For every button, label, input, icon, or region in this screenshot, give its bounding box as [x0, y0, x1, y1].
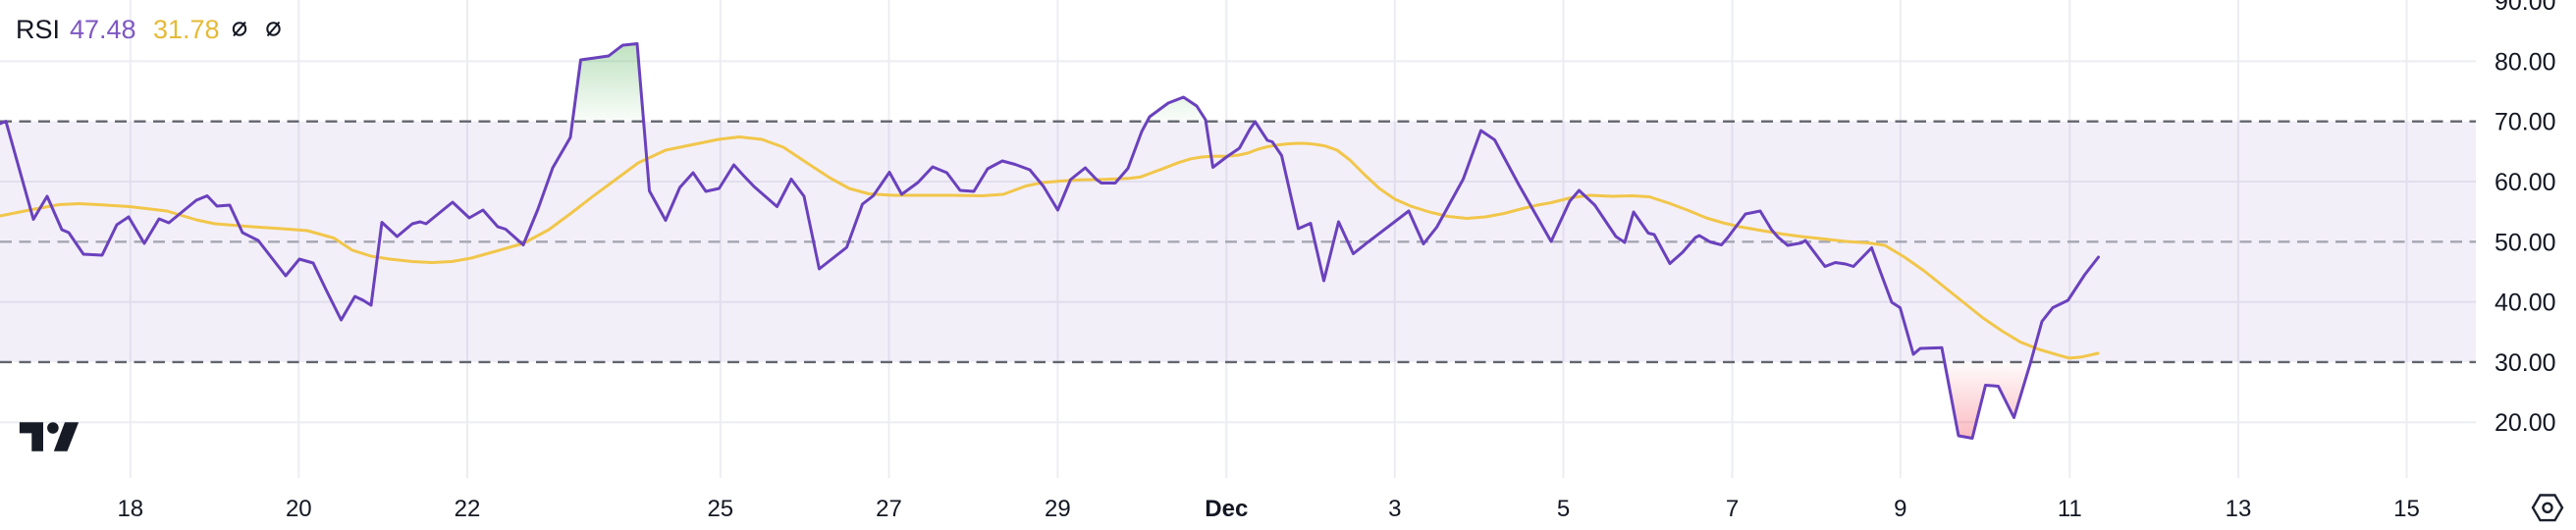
svg-text:11: 11: [2058, 496, 2082, 522]
svg-text:5: 5: [1557, 496, 1570, 522]
svg-text:20.00: 20.00: [2495, 409, 2556, 437]
svg-text:13: 13: [2226, 496, 2252, 522]
svg-text:3: 3: [1388, 496, 1401, 522]
svg-text:60.00: 60.00: [2495, 169, 2556, 196]
svg-text:15: 15: [2393, 496, 2420, 522]
svg-text:20: 20: [286, 496, 312, 522]
svg-text:27: 27: [876, 496, 902, 522]
svg-text:40.00: 40.00: [2495, 290, 2556, 317]
svg-text:Dec: Dec: [1205, 496, 1248, 522]
svg-text:50.00: 50.00: [2495, 229, 2556, 256]
svg-text:80.00: 80.00: [2495, 48, 2556, 76]
svg-text:9: 9: [1894, 496, 1906, 522]
svg-text:22: 22: [455, 496, 481, 522]
svg-text:7: 7: [1726, 496, 1739, 522]
svg-text:31.78: 31.78: [153, 15, 220, 44]
svg-text:47.48: 47.48: [70, 15, 136, 44]
svg-text:RSI: RSI: [16, 15, 60, 44]
svg-text:29: 29: [1045, 496, 1071, 522]
svg-text:70.00: 70.00: [2495, 109, 2556, 136]
svg-text:25: 25: [707, 496, 733, 522]
svg-text:18: 18: [117, 496, 143, 522]
svg-text:90.00: 90.00: [2495, 0, 2556, 16]
svg-text:30.00: 30.00: [2495, 349, 2556, 377]
